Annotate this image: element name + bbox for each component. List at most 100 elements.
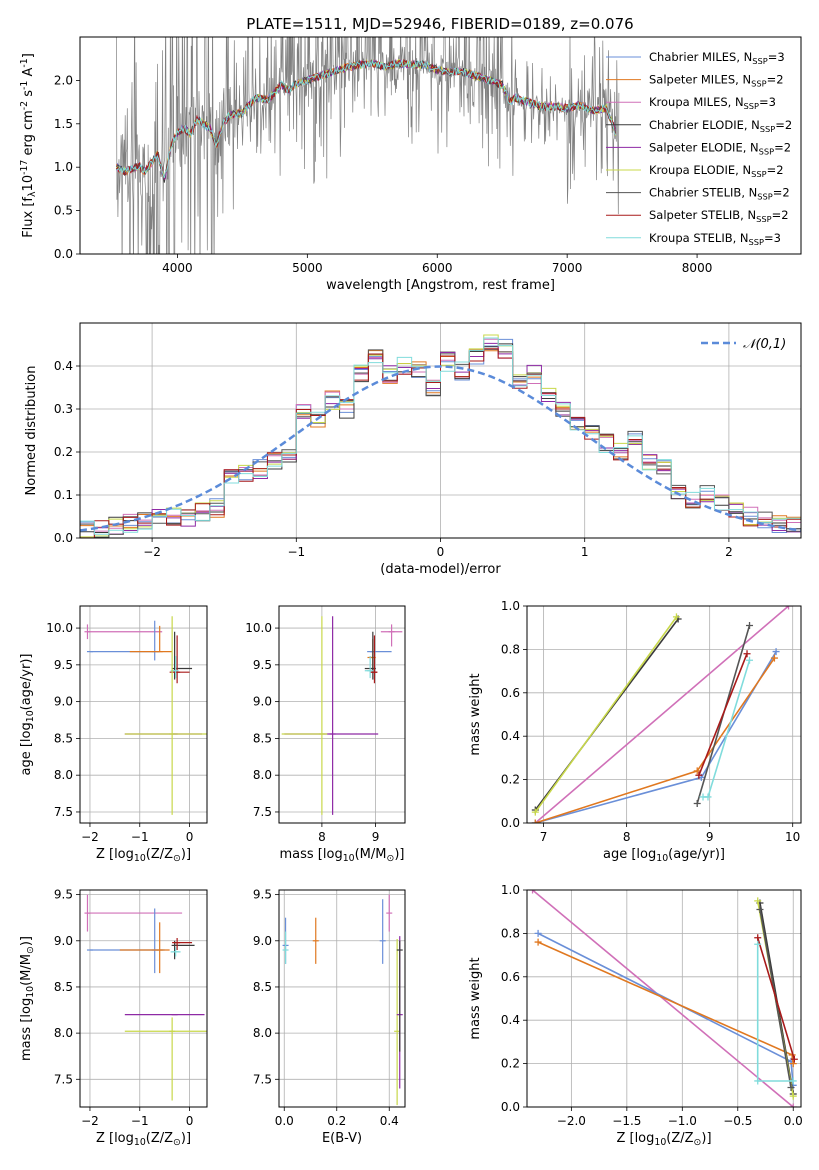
panel-mass-weight-vs-age: 7 8 9 10 0.0 0.2 0.4 0.6 0.8 1.0 age [log10(age/yr… bbox=[468, 599, 802, 864]
y-tick-label: 0.5 bbox=[54, 204, 73, 218]
series-marker bbox=[789, 1077, 797, 1085]
y-tick-label: 8.0 bbox=[54, 1026, 73, 1040]
series-marker bbox=[534, 929, 542, 937]
x-tick-label: 0.0 bbox=[275, 1114, 294, 1128]
series-marker bbox=[787, 1083, 795, 1091]
y-tick-label: 0.0 bbox=[54, 531, 73, 545]
panel-mass-vs-ebv: 0.0 0.2 0.4 7.5 8.0 8.5 9.0 9.5 E(B-V) bbox=[253, 888, 406, 1146]
series-marker bbox=[693, 767, 701, 775]
y-tick-label: 10.0 bbox=[245, 621, 272, 635]
series-marker bbox=[789, 1103, 797, 1107]
legend-label: Kroupa STELIB, NSSP=3 bbox=[649, 231, 781, 247]
y-tick-label: 1.5 bbox=[54, 117, 73, 131]
y-tick-label: 8.5 bbox=[54, 980, 73, 994]
x-tick-label: 9 bbox=[372, 830, 380, 844]
series-marker bbox=[529, 890, 537, 894]
y-tick-label: 0.2 bbox=[501, 773, 520, 787]
plot-area bbox=[80, 334, 801, 538]
series-marker bbox=[770, 654, 778, 662]
legend-label: Kroupa ELODIE, NSSP=2 bbox=[649, 163, 784, 179]
x-tick-label: 6000 bbox=[422, 261, 453, 275]
series-line bbox=[534, 616, 678, 813]
y-tick-label: 1.0 bbox=[501, 883, 520, 897]
y-tick-label: 8.0 bbox=[253, 768, 272, 782]
series-line bbox=[756, 937, 796, 1060]
series-marker bbox=[754, 1077, 762, 1085]
plot-area bbox=[529, 890, 798, 1107]
y-tick-label: 7.5 bbox=[54, 1072, 73, 1086]
axes-frame bbox=[79, 889, 208, 1108]
y-axis-label: mass [log10(M/M⊙)] bbox=[19, 936, 36, 1061]
panel-age-vs-mass: 8 9 7.5 8.0 8.5 9.0 9.5 10.0 mass [log10(M/M⊙)] bbox=[245, 605, 406, 864]
x-tick-label: 8 bbox=[318, 830, 326, 844]
panel-mass-vs-Z: −2 −1 0 7.5 8.0 8.5 9.0 9.5 Z [log10(Z/Z⊙)] mass … bbox=[19, 888, 208, 1148]
grid bbox=[279, 606, 405, 823]
series-marker bbox=[754, 897, 762, 905]
legend-label: Kroupa MILES, NSSP=3 bbox=[649, 95, 776, 111]
plot-area bbox=[282, 894, 403, 1106]
y-tick-label: 8.5 bbox=[253, 731, 272, 745]
legend-label: Salpeter MILES, NSSP=2 bbox=[649, 73, 784, 89]
y-tick-label: 0.0 bbox=[501, 816, 520, 830]
y-tick-label: 2.0 bbox=[54, 73, 73, 87]
y-axis-label: mass weight bbox=[468, 673, 483, 755]
x-tick-label: −2.0 bbox=[557, 1114, 586, 1128]
x-axis-label: E(B-V) bbox=[322, 1131, 362, 1146]
x-axis-label: Z [log10(Z/Z⊙)] bbox=[616, 1131, 711, 1148]
x-tick-label: 5000 bbox=[292, 261, 323, 275]
series-marker bbox=[704, 793, 712, 801]
y-tick-label: 9.0 bbox=[54, 934, 73, 948]
axes-frame bbox=[79, 36, 802, 255]
axes-frame bbox=[278, 605, 406, 824]
axes-frame bbox=[526, 605, 802, 824]
x-tick-label: 0 bbox=[186, 1114, 194, 1128]
y-tick-label: 9.5 bbox=[54, 888, 73, 902]
y-tick-label: 0.8 bbox=[501, 642, 520, 656]
y-tick-label: 9.5 bbox=[253, 888, 272, 902]
series-marker bbox=[789, 1060, 797, 1068]
y-axis-label: age [log10(age/yr)] bbox=[19, 654, 36, 776]
x-tick-label: 4000 bbox=[162, 261, 193, 275]
series-line bbox=[535, 651, 777, 823]
series-marker bbox=[754, 934, 762, 942]
x-tick-label: 10 bbox=[785, 830, 800, 844]
y-tick-label: 0.1 bbox=[54, 488, 73, 502]
y-tick-label: 8.5 bbox=[253, 980, 272, 994]
series-marker bbox=[746, 656, 754, 664]
histogram-series bbox=[80, 348, 801, 538]
series-line bbox=[537, 941, 794, 1064]
series-marker bbox=[746, 622, 754, 630]
series-marker bbox=[789, 1092, 797, 1100]
y-axis-label: mass weight bbox=[468, 957, 483, 1039]
plot-area bbox=[531, 606, 793, 823]
y-tick-label: 1.0 bbox=[501, 599, 520, 613]
axes-frame bbox=[278, 889, 406, 1108]
series-line bbox=[698, 653, 748, 776]
x-tick-label: 8 bbox=[623, 830, 631, 844]
series-marker bbox=[693, 799, 701, 807]
x-tick-label: 7 bbox=[540, 830, 548, 844]
y-tick-label: 7.5 bbox=[253, 1072, 272, 1086]
plot-area bbox=[84, 616, 207, 815]
y-tick-label: 0.4 bbox=[501, 729, 520, 743]
x-tick-label: −2 bbox=[81, 830, 99, 844]
panel-spectrum: 4000 5000 6000 7000 8000 0.0 0.5 1.0 1.5 2.0 wavel… bbox=[19, 36, 802, 293]
x-tick-label: 7000 bbox=[552, 261, 583, 275]
x-axis-label: (data-model)/error bbox=[380, 562, 501, 577]
x-tick-label: −0.5 bbox=[723, 1114, 752, 1128]
y-tick-label: 9.0 bbox=[253, 695, 272, 709]
series-marker bbox=[785, 606, 793, 610]
y-tick-label: 7.5 bbox=[54, 805, 73, 819]
x-tick-label: −1.0 bbox=[668, 1114, 697, 1128]
legend-label: 𝒩(0,1) bbox=[743, 337, 786, 352]
axes-frame bbox=[526, 889, 802, 1108]
model-spectrum bbox=[116, 58, 616, 179]
x-tick-label: 0 bbox=[186, 830, 194, 844]
observed-spectrum bbox=[116, 37, 620, 254]
y-tick-label: 1.0 bbox=[54, 160, 73, 174]
x-tick-label: −2 bbox=[81, 1114, 99, 1128]
series-line bbox=[531, 890, 794, 1107]
y-tick-label: 9.5 bbox=[253, 658, 272, 672]
plot-area bbox=[115, 37, 620, 254]
series-marker bbox=[754, 940, 762, 948]
